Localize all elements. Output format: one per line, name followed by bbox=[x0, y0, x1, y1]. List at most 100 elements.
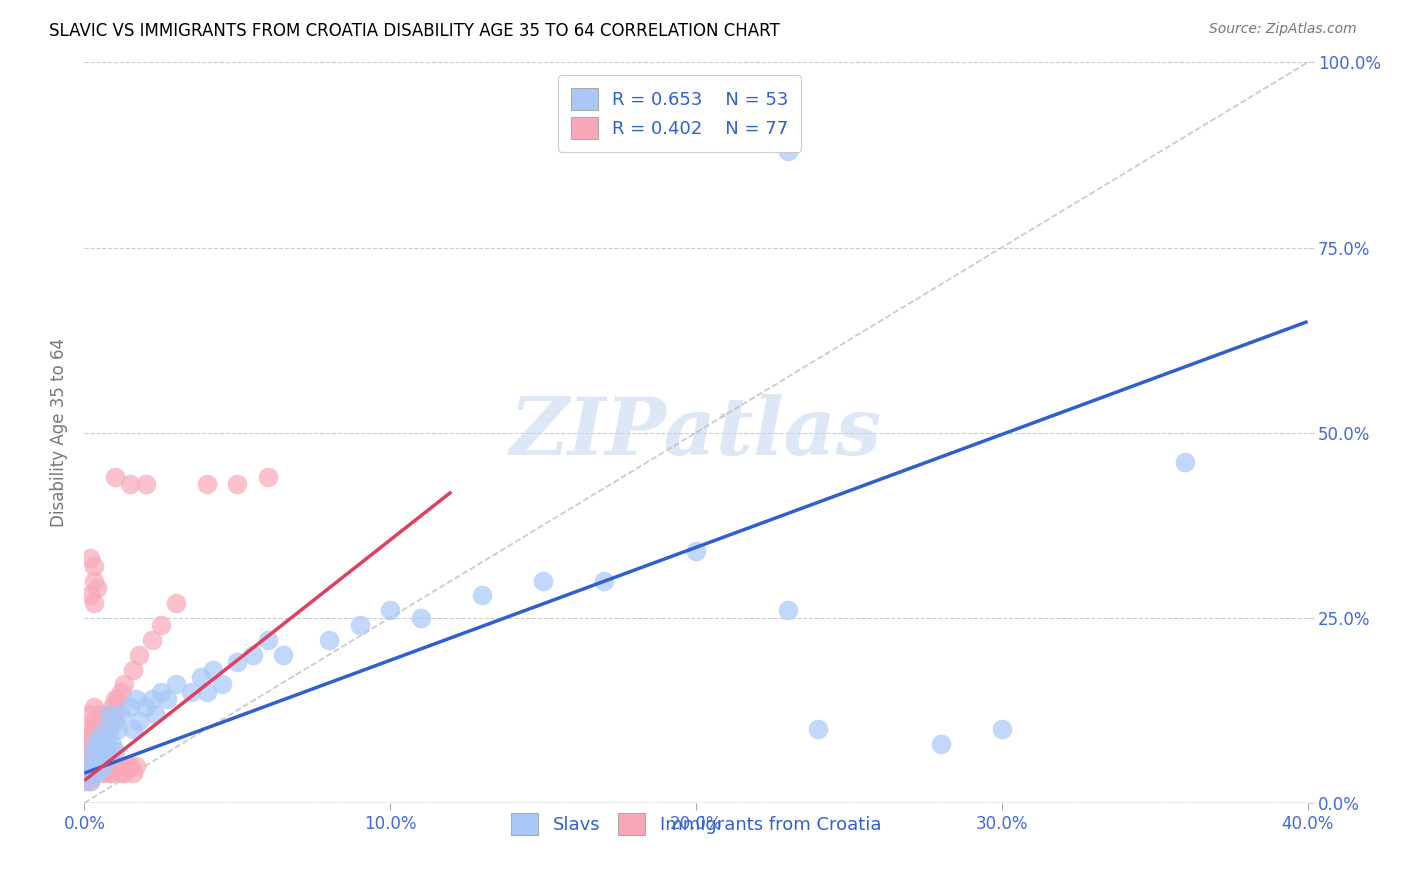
Point bbox=[226, 477, 249, 491]
Point bbox=[86, 737, 108, 751]
Point bbox=[531, 574, 554, 588]
Point bbox=[107, 758, 129, 772]
Point bbox=[104, 692, 127, 706]
Point bbox=[685, 544, 707, 558]
Point bbox=[380, 603, 402, 617]
Point bbox=[83, 574, 105, 588]
Point bbox=[165, 677, 187, 691]
Legend: Slavs, Immigrants from Croatia: Slavs, Immigrants from Croatia bbox=[503, 805, 889, 842]
Point bbox=[86, 758, 108, 772]
Point bbox=[104, 470, 127, 484]
Point bbox=[89, 729, 111, 743]
Point bbox=[86, 744, 108, 758]
Point bbox=[135, 477, 157, 491]
Point bbox=[929, 737, 952, 751]
Point bbox=[83, 751, 105, 765]
Point bbox=[79, 773, 101, 788]
Point bbox=[195, 685, 218, 699]
Point bbox=[86, 766, 108, 780]
Point bbox=[89, 722, 111, 736]
Point bbox=[776, 145, 799, 159]
Point bbox=[242, 648, 264, 662]
Point bbox=[593, 574, 616, 588]
Point bbox=[91, 737, 114, 751]
Point bbox=[190, 670, 212, 684]
Point bbox=[73, 773, 96, 788]
Point bbox=[112, 766, 135, 780]
Point bbox=[76, 737, 98, 751]
Point bbox=[120, 699, 142, 714]
Point bbox=[104, 706, 127, 721]
Point bbox=[122, 722, 145, 736]
Point bbox=[89, 706, 111, 721]
Point bbox=[83, 758, 105, 772]
Point bbox=[110, 685, 132, 699]
Point bbox=[128, 648, 150, 662]
Point bbox=[79, 766, 101, 780]
Point bbox=[257, 470, 280, 484]
Point bbox=[83, 722, 105, 736]
Text: SLAVIC VS IMMIGRANTS FROM CROATIA DISABILITY AGE 35 TO 64 CORRELATION CHART: SLAVIC VS IMMIGRANTS FROM CROATIA DISABI… bbox=[49, 22, 780, 40]
Point bbox=[807, 722, 830, 736]
Point bbox=[101, 714, 124, 729]
Point bbox=[91, 758, 114, 772]
Point bbox=[79, 758, 101, 772]
Text: Source: ZipAtlas.com: Source: ZipAtlas.com bbox=[1209, 22, 1357, 37]
Point bbox=[86, 722, 108, 736]
Point bbox=[76, 751, 98, 765]
Point bbox=[271, 648, 294, 662]
Point bbox=[79, 589, 101, 603]
Point bbox=[86, 751, 108, 765]
Point bbox=[141, 692, 163, 706]
Point bbox=[76, 773, 98, 788]
Point bbox=[91, 744, 114, 758]
Point bbox=[83, 596, 105, 610]
Point bbox=[101, 699, 124, 714]
Point bbox=[94, 729, 117, 743]
Point bbox=[79, 722, 101, 736]
Point bbox=[104, 758, 127, 772]
Point bbox=[91, 737, 114, 751]
Point bbox=[122, 766, 145, 780]
Point bbox=[143, 706, 166, 721]
Text: ZIPatlas: ZIPatlas bbox=[510, 394, 882, 471]
Point bbox=[97, 766, 120, 780]
Point bbox=[195, 477, 218, 491]
Point bbox=[83, 558, 105, 573]
Point bbox=[91, 766, 114, 780]
Point bbox=[101, 737, 124, 751]
Point bbox=[97, 706, 120, 721]
Point bbox=[97, 729, 120, 743]
Point bbox=[180, 685, 202, 699]
Point bbox=[83, 737, 105, 751]
Point bbox=[76, 758, 98, 772]
Point bbox=[104, 744, 127, 758]
Point bbox=[149, 618, 172, 632]
Point bbox=[83, 714, 105, 729]
Point bbox=[257, 632, 280, 647]
Point bbox=[83, 758, 105, 772]
Point bbox=[76, 744, 98, 758]
Point bbox=[79, 551, 101, 566]
Point bbox=[79, 773, 101, 788]
Point bbox=[125, 692, 148, 706]
Point bbox=[156, 692, 179, 706]
Point bbox=[107, 722, 129, 736]
Point bbox=[79, 744, 101, 758]
Point bbox=[91, 722, 114, 736]
Point bbox=[79, 751, 101, 765]
Point bbox=[94, 714, 117, 729]
Point bbox=[94, 722, 117, 736]
Point bbox=[107, 692, 129, 706]
Point bbox=[89, 751, 111, 765]
Point bbox=[991, 722, 1014, 736]
Point bbox=[94, 744, 117, 758]
Point bbox=[97, 706, 120, 721]
Point bbox=[201, 663, 224, 677]
Y-axis label: Disability Age 35 to 64: Disability Age 35 to 64 bbox=[51, 338, 69, 527]
Point bbox=[83, 766, 105, 780]
Point bbox=[97, 722, 120, 736]
Point bbox=[125, 758, 148, 772]
Point bbox=[110, 766, 132, 780]
Point bbox=[86, 581, 108, 595]
